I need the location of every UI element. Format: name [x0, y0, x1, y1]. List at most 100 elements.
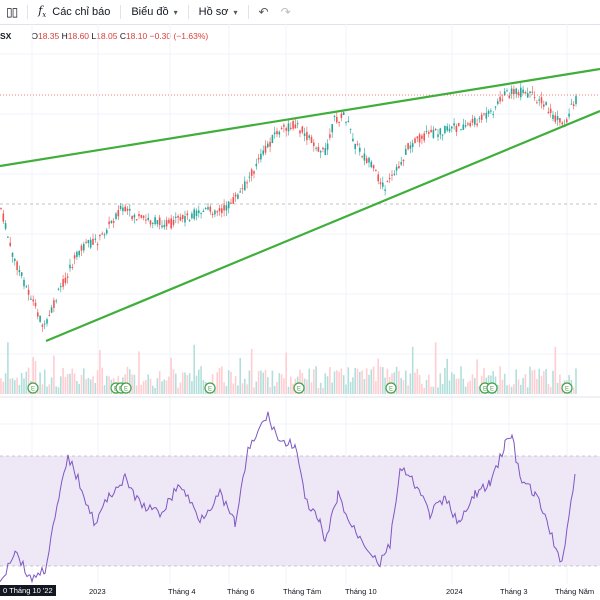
candle-body — [106, 229, 108, 234]
volume-bar — [34, 361, 37, 394]
event-marker-icon — [293, 382, 305, 394]
volume-bar — [540, 375, 543, 394]
volume-bar — [444, 367, 446, 394]
candle-body — [87, 240, 90, 244]
volume-bar — [455, 378, 458, 394]
volume-bar — [356, 368, 359, 394]
candle-body — [175, 216, 177, 219]
candle-body — [71, 266, 74, 268]
volume-bar — [223, 382, 225, 394]
upper-trendline[interactable] — [0, 67, 600, 168]
candle-body — [227, 201, 230, 209]
candle-body — [4, 223, 7, 229]
candle-body — [200, 212, 202, 214]
candle-body — [18, 270, 21, 273]
candle-body — [545, 102, 547, 105]
candle-body — [41, 324, 44, 327]
volume-bar — [510, 386, 513, 394]
symbol-label[interactable]: SX — [0, 31, 12, 41]
candle-body — [85, 241, 87, 243]
volume-bar — [552, 370, 554, 394]
candle-body — [386, 181, 389, 183]
volume-bar — [354, 367, 356, 394]
crosshair-time-label: 0 Tháng 10 '22 — [0, 585, 56, 596]
volume-bar — [269, 387, 271, 394]
volume-bar — [108, 376, 110, 394]
candle-body — [572, 104, 575, 106]
event-marker-label: E — [389, 387, 393, 393]
volume-bar — [411, 346, 414, 394]
candle-body — [223, 205, 225, 211]
candle-body — [179, 217, 182, 221]
candle-body — [453, 123, 455, 126]
volume-bar — [89, 379, 92, 394]
volume-bar — [145, 380, 147, 394]
price-chart[interactable]: EEEEEEEEEE — [0, 24, 600, 584]
volume-bar — [483, 368, 485, 394]
profile-menu-button[interactable]: Hồ sơ ▾ — [193, 0, 244, 24]
candle-body — [78, 250, 80, 256]
candle-body — [405, 149, 407, 155]
volume-bar — [400, 377, 402, 394]
candle-body — [16, 261, 18, 271]
candle-body — [198, 210, 200, 214]
lower-trendline[interactable] — [45, 109, 600, 343]
layout-label: Biểu đồ — [131, 6, 169, 18]
volume-bar — [260, 370, 262, 394]
indicators-button[interactable]: fx Các chỉ báo — [32, 0, 116, 24]
candle-body — [340, 113, 343, 118]
candle-body — [60, 286, 62, 288]
candle-body — [349, 128, 352, 130]
volume-bar — [448, 380, 451, 394]
volume-bar — [428, 374, 430, 394]
volume-bar — [76, 381, 78, 394]
volume-bar — [469, 380, 471, 394]
volume-bar — [462, 378, 465, 394]
candle-body — [161, 225, 163, 228]
volume-bar — [395, 366, 398, 394]
volume-bar — [476, 359, 478, 394]
volume-bar — [345, 384, 347, 394]
candle-body — [487, 110, 490, 114]
volume-bar — [20, 373, 23, 394]
redo-button[interactable]: ↷ — [275, 0, 297, 24]
volume-bar — [365, 368, 368, 394]
candle-body — [494, 106, 497, 108]
layout-menu-button[interactable]: Biểu đồ ▾ — [125, 0, 183, 24]
undo-button[interactable]: ↶ — [253, 0, 275, 24]
volume-bar — [257, 371, 260, 394]
candle-body — [158, 217, 161, 226]
open-label: O — [31, 31, 38, 41]
volume-bar — [418, 374, 421, 394]
volume-bar — [156, 378, 159, 394]
candle-body — [561, 122, 563, 125]
candle-body — [338, 121, 340, 123]
candle-body — [301, 126, 304, 133]
chevron-down-icon: ▾ — [233, 7, 238, 17]
candle-body — [145, 219, 147, 221]
candle-body — [434, 129, 437, 131]
close-label: C — [119, 31, 126, 41]
candle-body — [225, 205, 228, 211]
volume-bar — [227, 370, 230, 394]
event-marker-label: E — [124, 387, 128, 393]
candle-body — [430, 129, 432, 133]
volume-bar — [515, 369, 517, 394]
candle-body — [363, 153, 366, 161]
volume-bar — [290, 376, 292, 394]
candle-body — [421, 135, 423, 139]
volume-bar — [106, 375, 108, 394]
compare-button[interactable]: ▯▯ — [0, 0, 23, 24]
candle-body — [368, 157, 370, 163]
candle-body — [27, 289, 30, 295]
volume-bar — [18, 385, 21, 394]
candle-body — [570, 103, 573, 105]
volume-bar — [572, 387, 575, 394]
volume-bar — [416, 368, 419, 394]
volume-bar — [267, 377, 269, 394]
time-axis-label: Tháng 10 — [345, 587, 377, 596]
candle-body — [39, 315, 41, 322]
candle-body — [138, 214, 140, 217]
volume-bar — [446, 358, 448, 394]
volume-bar — [152, 385, 154, 394]
